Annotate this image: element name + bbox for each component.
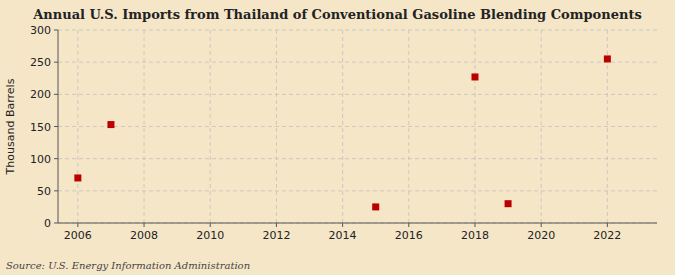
grid [58, 30, 657, 223]
x-tick [408, 223, 409, 227]
grid-line-x [408, 30, 409, 223]
axes: 2006 2008 2010 2012 2014 2016 2018 2020 2022 0 50 1… [30, 24, 657, 242]
grid-line-x [276, 30, 277, 223]
grid-line-x [541, 30, 542, 223]
chart-svg: 2006 2008 2010 2012 2014 2016 2018 2020 2022 0 50 1… [0, 0, 675, 275]
x-tick [607, 223, 608, 227]
grid-line-y [58, 158, 657, 159]
x-tick-label: 2022 [593, 229, 621, 242]
grid-line-y [58, 190, 657, 191]
data-point [505, 200, 512, 207]
data-points [74, 55, 611, 210]
x-tick [474, 223, 475, 227]
x-tick [210, 223, 211, 227]
y-tick-label: 300 [30, 24, 51, 37]
y-tick [54, 94, 58, 95]
grid-line-x [144, 30, 145, 223]
y-tick [54, 62, 58, 63]
x-tick-label: 2014 [329, 229, 357, 242]
x-tick-label: 2010 [196, 229, 224, 242]
x-tick [342, 223, 343, 227]
x-tick-label: 2008 [130, 229, 158, 242]
y-tick-label: 0 [44, 217, 51, 230]
x-tick [144, 223, 145, 227]
y-tick-label: 50 [37, 185, 51, 198]
y-tick-label: 100 [30, 153, 51, 166]
grid-line-x [342, 30, 343, 223]
grid-line-y [58, 62, 657, 63]
data-point [604, 55, 611, 62]
y-tick [54, 126, 58, 127]
chart-container: 2006 2008 2010 2012 2014 2016 2018 2020 2022 0 50 1… [0, 0, 675, 275]
data-point [74, 174, 81, 181]
x-tick-label: 2016 [395, 229, 423, 242]
grid-line-y [58, 94, 657, 95]
data-point [471, 73, 478, 80]
x-tick-label: 2012 [262, 229, 290, 242]
y-tick-label: 200 [30, 88, 51, 101]
grid-line-y [58, 126, 657, 127]
x-tick [276, 223, 277, 227]
y-tick-label: 250 [30, 56, 51, 69]
x-tick [541, 223, 542, 227]
grid-line-x [77, 30, 78, 223]
y-tick [54, 158, 58, 159]
data-point [372, 203, 379, 210]
chart-title: Annual U.S. Imports from Thailand of Con… [32, 7, 642, 22]
x-tick-label: 2006 [64, 229, 92, 242]
grid-line-x [474, 30, 475, 223]
y-axis-label: Thousand Barrels [4, 78, 17, 175]
source-note: Source: U.S. Energy Information Administ… [6, 260, 250, 271]
x-tick-label: 2018 [461, 229, 489, 242]
background [0, 0, 675, 275]
x-tick-label: 2020 [527, 229, 555, 242]
x-axis-line [58, 223, 657, 224]
grid-line-y [58, 30, 657, 31]
x-tick [77, 223, 78, 227]
y-tick [54, 190, 58, 191]
y-tick [54, 30, 58, 31]
grid-line-y [58, 223, 657, 224]
y-tick-label: 150 [30, 121, 51, 134]
grid-line-x [210, 30, 211, 223]
data-point [107, 121, 114, 128]
y-tick [54, 223, 58, 224]
